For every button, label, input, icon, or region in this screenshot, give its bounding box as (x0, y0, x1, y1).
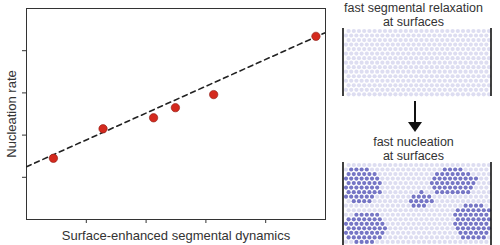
svg-text:fast segmental relaxationat su: fast segmental relaxationat surfaces (344, 1, 483, 29)
svg-text:Surface-enhanced segmental dyn: Surface-enhanced segmental dynamics (62, 228, 291, 243)
svg-text:fast nucleationat surfaces: fast nucleationat surfaces (373, 135, 454, 163)
svg-text:Nucleation rate: Nucleation rate (4, 70, 19, 157)
